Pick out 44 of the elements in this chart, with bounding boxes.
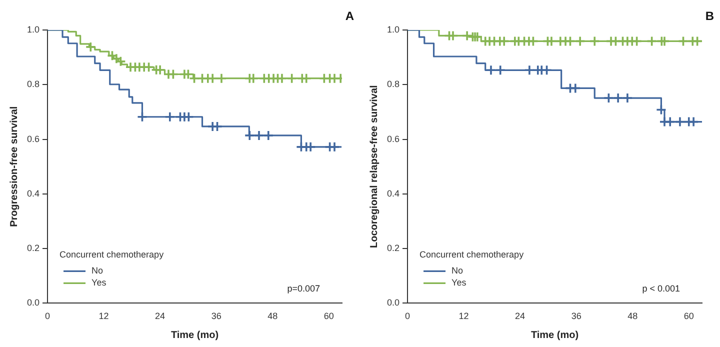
y-tick-label: 1.0 [386, 24, 400, 34]
x-tick-label: 60 [684, 311, 694, 322]
x-tick-label: 12 [98, 311, 109, 322]
x-tick-label: 48 [628, 311, 638, 322]
x-tick-label: 36 [211, 311, 222, 322]
x-tick-label: 24 [515, 311, 526, 322]
point [207, 72, 218, 84]
x-tick-label: 60 [324, 311, 334, 322]
legend-label: Yes [92, 278, 107, 288]
x-tick-label: 12 [458, 311, 469, 322]
x-tick-label: 0 [405, 311, 410, 322]
legend-label: Yes [452, 278, 467, 288]
point [85, 42, 96, 52]
legend-label: No [452, 266, 464, 276]
y-tick-label: 0.8 [26, 79, 40, 90]
y-tick-label: 0.0 [26, 298, 40, 308]
y-tick-label: 0.0 [386, 298, 400, 308]
annotation: p < 0.001 [642, 284, 680, 294]
x-tick-label: 48 [268, 311, 278, 322]
chart-title: A [345, 9, 354, 23]
x-tick-label: 24 [155, 311, 166, 322]
x-tick-label: 36 [571, 311, 582, 322]
y-tick-label: 0.6 [26, 134, 40, 144]
y-axis-title: Progression-free survival [8, 106, 20, 227]
x-axis-title: Time (mo) [530, 330, 579, 341]
y-tick-label: 0.4 [26, 188, 40, 198]
x-axis-title: Time (mo) [170, 330, 219, 341]
y-tick-label: 0.8 [386, 79, 400, 90]
legend-label: No [92, 266, 104, 276]
y-tick-label: 0.6 [386, 134, 400, 144]
y-tick-label: 0.2 [386, 243, 400, 254]
legend-title: Concurrent chemotherapy [420, 250, 524, 260]
chart-title: B [705, 9, 714, 23]
y-axis-title: Locoregional relapse-free survival [368, 84, 380, 248]
point [164, 111, 176, 122]
annotation: p=0.007 [287, 284, 320, 294]
y-tick-label: 0.2 [26, 243, 40, 254]
x-tick-label: 0 [45, 311, 50, 322]
point [216, 72, 227, 84]
point [329, 142, 340, 152]
legend-title: Concurrent chemotherapy [60, 250, 164, 260]
y-tick-label: 0.4 [386, 188, 400, 198]
y-tick-label: 1.0 [26, 24, 40, 34]
point [286, 72, 298, 84]
